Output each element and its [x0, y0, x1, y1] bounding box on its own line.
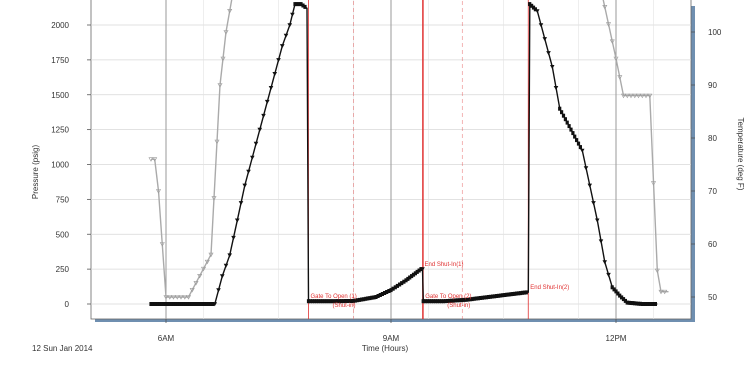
- y-tick-label: 0: [65, 300, 70, 309]
- y-tick-label: 500: [56, 230, 70, 239]
- pressure-marker: [562, 114, 565, 118]
- y-tick-label: 250: [56, 265, 70, 274]
- y-tick-label: 1500: [51, 91, 69, 100]
- pressure-marker: [654, 302, 657, 306]
- x-tick-label: 12PM: [606, 334, 627, 343]
- annotation-sublabel: (Shut-in): [447, 303, 470, 309]
- y2-tick-label: 70: [708, 187, 717, 196]
- y-tick-label: 1000: [51, 161, 69, 170]
- annotation-label: End Shut-In(1): [425, 262, 464, 268]
- annotation-label: Gate To Open (2): [425, 294, 471, 300]
- y2-tick-label: 100: [708, 28, 722, 37]
- date-label: 12 Sun Jan 2014: [32, 344, 93, 353]
- y-tick-label: 2000: [51, 21, 69, 30]
- pressure-marker: [571, 131, 574, 135]
- y2-tick-label: 90: [708, 81, 717, 90]
- pressure-marker: [577, 142, 580, 146]
- x-tick-label: 6AM: [158, 334, 175, 343]
- pressure-marker: [566, 121, 569, 125]
- y-tick-label: 1250: [51, 126, 69, 135]
- y-axis-title: Pressure (psig): [31, 145, 40, 200]
- y2-tick-label: 80: [708, 134, 717, 143]
- pressure-marker: [573, 135, 576, 139]
- pressure-marker: [303, 5, 306, 9]
- y2-tick-label: 50: [708, 293, 717, 302]
- pressure-marker: [579, 145, 582, 149]
- pressure-marker: [558, 107, 561, 111]
- annotation-label: Gate To Open (1): [311, 294, 357, 300]
- annotation-sublabel: (Shut-in): [333, 303, 356, 309]
- pressure-marker: [569, 128, 572, 132]
- pressure-marker: [560, 110, 563, 114]
- y-tick-label: 750: [56, 195, 70, 204]
- pressure-marker: [525, 290, 528, 294]
- y-tick-label: 1750: [51, 56, 69, 65]
- y2-axis-title: Temperature (deg F): [736, 118, 745, 191]
- x-tick-label: 9AM: [383, 334, 400, 343]
- pressure-marker: [568, 124, 571, 128]
- pressure-marker: [575, 138, 578, 142]
- annotation-label: End Shut-In(2): [530, 285, 569, 291]
- x-axis-title: Time (Hours): [362, 344, 409, 353]
- y2-tick-label: 60: [708, 240, 717, 249]
